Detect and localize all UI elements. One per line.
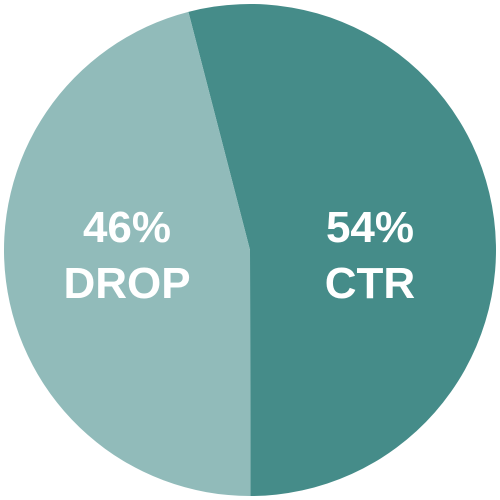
slice-percent-ctr: 54% — [326, 203, 414, 252]
pie-slice-drop — [3, 11, 251, 497]
slice-percent-drop: 46% — [83, 203, 171, 252]
slice-label-drop: 46% DROP — [63, 203, 190, 308]
slice-label-ctr: 54% CTR — [325, 203, 415, 308]
slice-name-drop: DROP — [63, 259, 190, 308]
slice-name-ctr: CTR — [325, 259, 415, 308]
pie-slice-ctr — [188, 4, 496, 496]
